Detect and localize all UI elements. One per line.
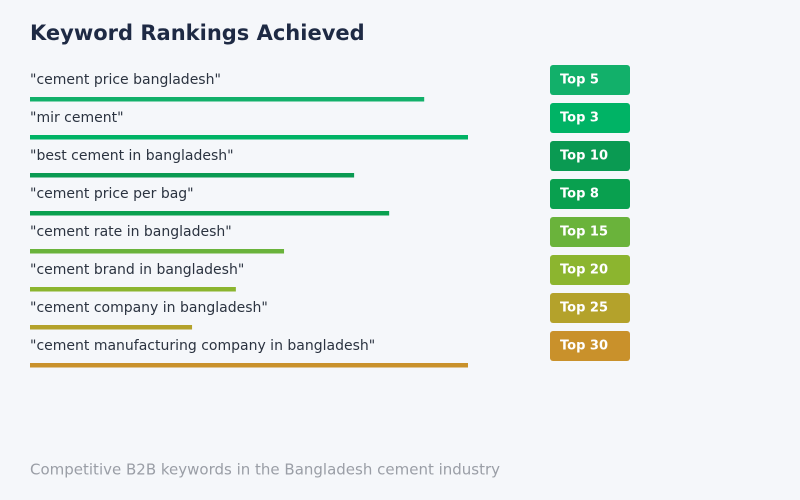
- rank-label: Top 8: [560, 187, 599, 202]
- rank-label: Top 10: [560, 149, 608, 164]
- keyword-label: "cement rate in bangladesh": [30, 224, 232, 240]
- bar: [30, 363, 468, 368]
- keyword-label: "cement price bangladesh": [30, 72, 221, 88]
- chart-title: Keyword Rankings Achieved: [30, 21, 365, 45]
- bar: [30, 97, 425, 102]
- keyword-label: "mir cement": [30, 110, 124, 126]
- rank-badge: [550, 179, 630, 209]
- rank-label: Top 5: [560, 73, 599, 88]
- rank-badge: [550, 141, 630, 171]
- rank-badge: [550, 293, 630, 323]
- keyword-label: "cement manufacturing company in banglad…: [30, 338, 375, 354]
- bar: [30, 135, 468, 140]
- keyword-label: "best cement in bangladesh": [30, 148, 234, 164]
- keyword-label: "cement company in bangladesh": [30, 300, 268, 316]
- keyword-label: "cement price per bag": [30, 186, 194, 202]
- bar: [30, 287, 236, 292]
- rank-badge: [550, 103, 630, 133]
- rank-badge: [550, 255, 630, 285]
- rank-label: Top 3: [560, 111, 599, 126]
- rank-label: Top 15: [560, 225, 608, 240]
- rank-badge: [550, 65, 630, 95]
- rank-label: Top 20: [560, 263, 608, 278]
- subtitle: Competitive B2B keywords in the Banglade…: [30, 461, 500, 479]
- rank-badge: [550, 217, 630, 247]
- rank-badge: [550, 331, 630, 361]
- bar: [30, 325, 193, 330]
- bar: [30, 173, 355, 178]
- keyword-label: "cement brand in bangladesh": [30, 262, 244, 278]
- rank-label: Top 25: [560, 301, 608, 316]
- rank-label: Top 30: [560, 339, 608, 354]
- bar: [30, 249, 285, 254]
- bar: [30, 211, 390, 216]
